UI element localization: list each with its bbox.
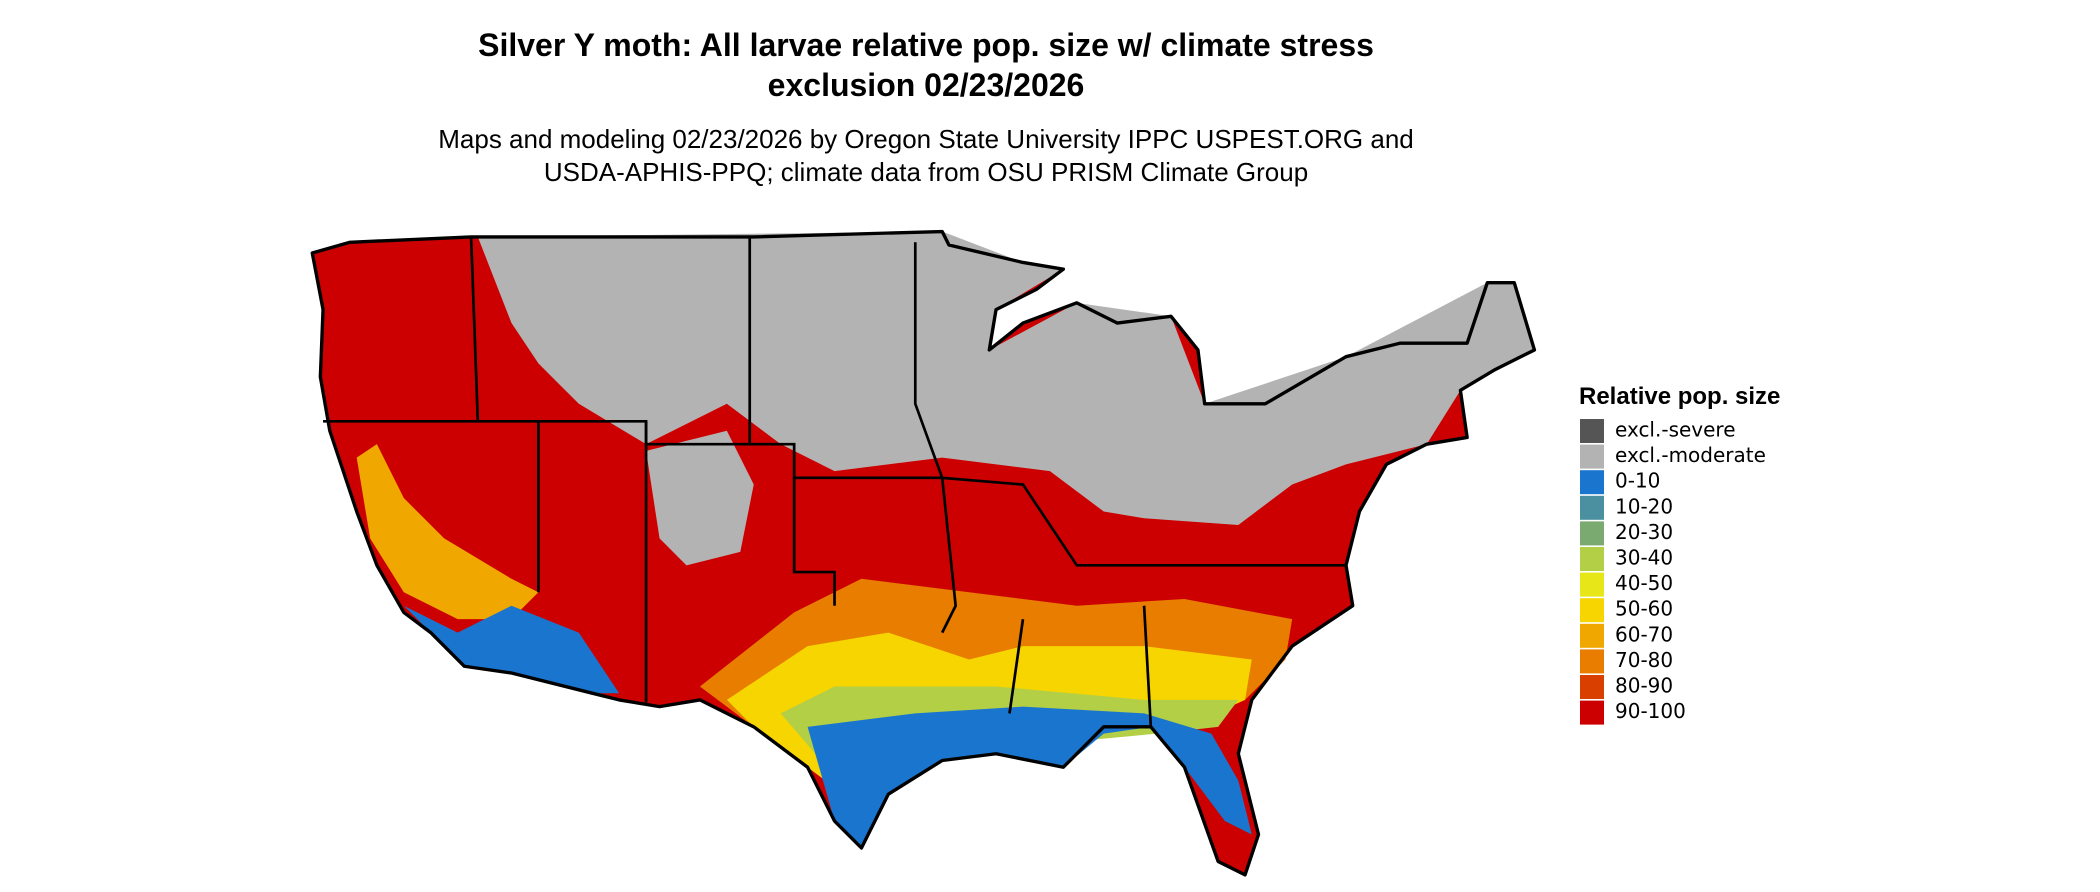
legend-swatch bbox=[1580, 675, 1604, 699]
region-0-10 bbox=[403, 605, 620, 694]
state-borders bbox=[323, 236, 1346, 727]
legend-swatch bbox=[1580, 598, 1604, 623]
legend-label: 50-60 bbox=[1615, 597, 1673, 621]
legend-label: excl.-moderate bbox=[1615, 443, 1766, 467]
legend-label: 80-90 bbox=[1615, 674, 1673, 698]
legend-swatch bbox=[1580, 521, 1604, 546]
legend-swatch bbox=[1580, 623, 1604, 648]
legend-label: 40-50 bbox=[1615, 571, 1673, 595]
region-0-10 bbox=[807, 706, 1252, 848]
us-outline bbox=[310, 229, 1537, 877]
legend-label: 90-100 bbox=[1615, 699, 1686, 723]
subtitle-line: Maps and modeling 02/23/2026 by Oregon S… bbox=[438, 124, 1414, 154]
region-excluded bbox=[477, 231, 1535, 525]
legend-swatch bbox=[1580, 419, 1604, 443]
legend: excl.-severeexcl.-moderate0-1010-2020-30… bbox=[1580, 418, 1766, 725]
legend-label: excl.-severe bbox=[1615, 418, 1736, 442]
region-50-80 bbox=[356, 444, 539, 620]
us-map bbox=[310, 229, 1537, 877]
legend-swatch bbox=[1580, 700, 1604, 725]
legend-swatch bbox=[1580, 649, 1604, 674]
legend-swatch bbox=[1580, 470, 1604, 495]
legend-swatch bbox=[1580, 495, 1604, 520]
legend-swatch bbox=[1580, 547, 1604, 571]
legend-label: 0-10 bbox=[1615, 469, 1660, 493]
legend-label: 30-40 bbox=[1615, 546, 1673, 570]
region-excluded bbox=[646, 430, 754, 566]
legend-label: 20-30 bbox=[1615, 520, 1673, 544]
title-line: Silver Y moth: All larvae relative pop. … bbox=[478, 27, 1374, 63]
legend-label: 10-20 bbox=[1615, 494, 1673, 518]
subtitle-line: USDA-APHIS-PPQ; climate data from OSU PR… bbox=[544, 157, 1308, 187]
title-line: exclusion 02/23/2026 bbox=[768, 67, 1085, 103]
legend-label: 60-70 bbox=[1615, 622, 1673, 646]
legend-label: 70-80 bbox=[1615, 648, 1673, 672]
legend-swatch bbox=[1580, 572, 1604, 597]
legend-swatch bbox=[1580, 444, 1604, 469]
legend-title: Relative pop. size bbox=[1579, 383, 1780, 410]
